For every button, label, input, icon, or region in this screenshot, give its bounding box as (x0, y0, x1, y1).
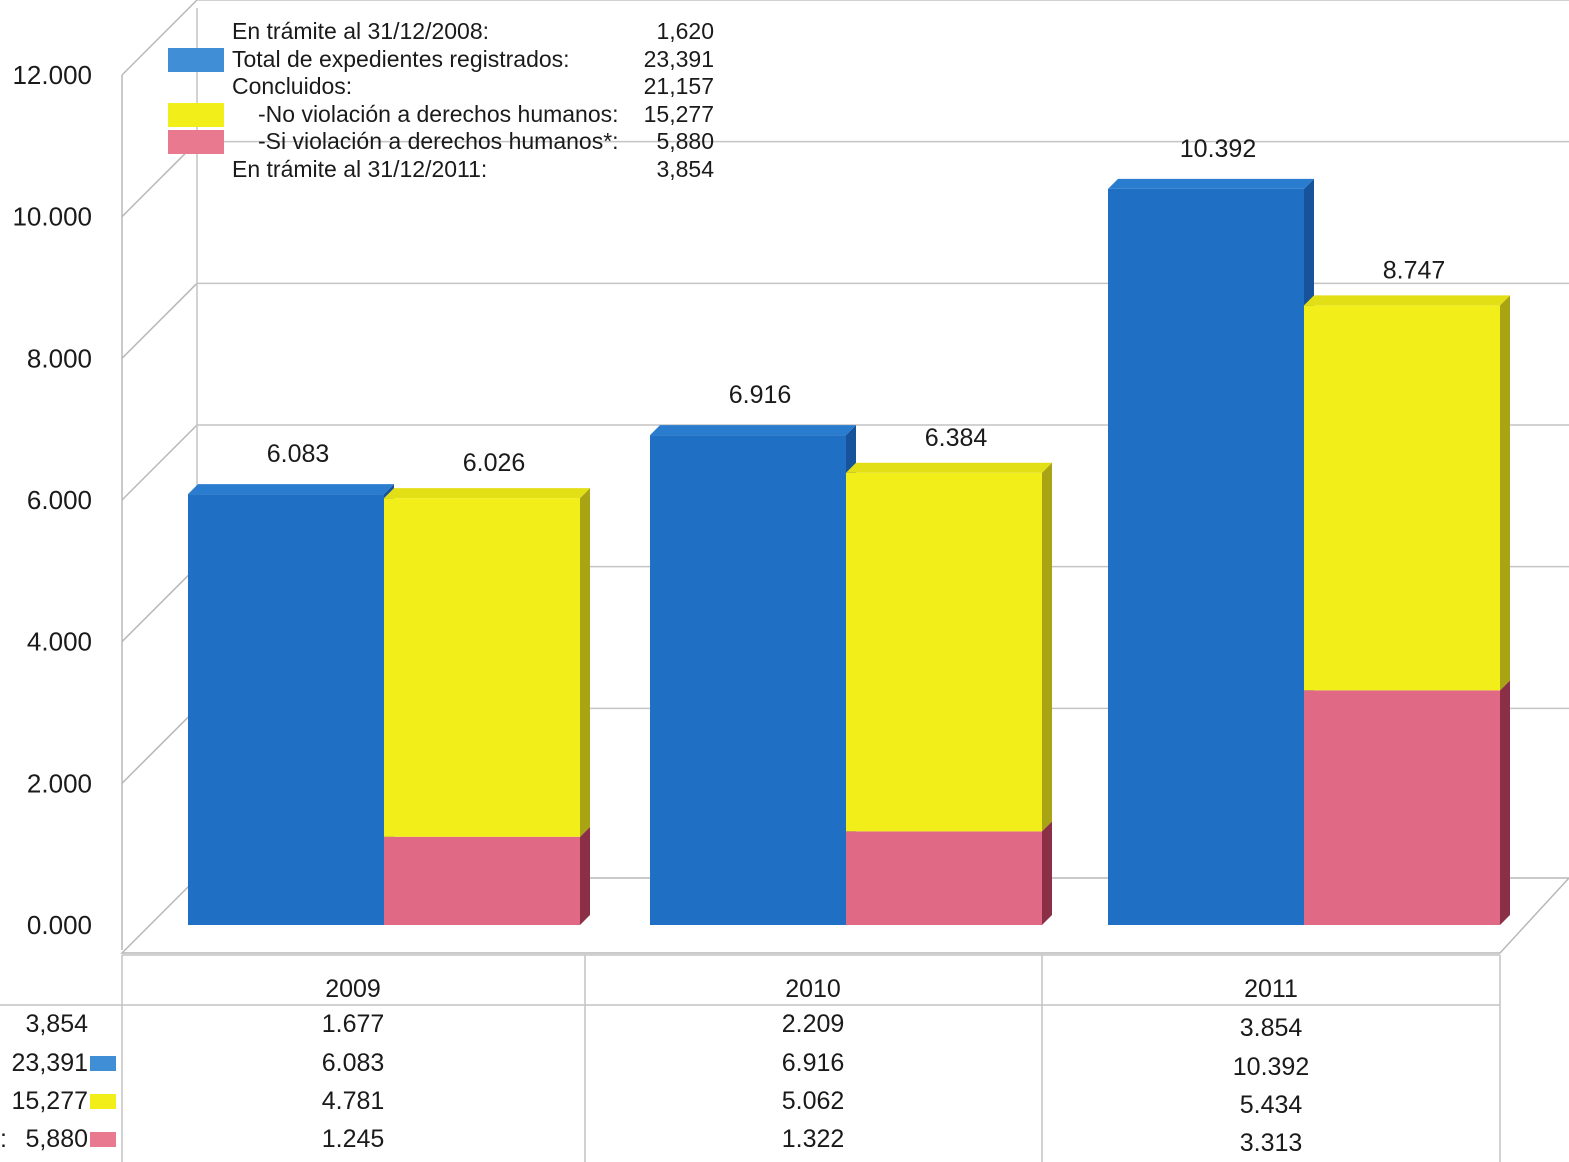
table-row-prefix: : (0, 1125, 7, 1153)
data-label-concluidos: 6.384 (925, 424, 988, 452)
table-cell: 1.245 (321, 1125, 385, 1153)
bar-no-violacion-2011 (1304, 305, 1500, 691)
data-label-total: 6.083 (267, 440, 330, 468)
y-tick-label: 8.000 (27, 343, 92, 373)
x-category-label: 2011 (1244, 975, 1298, 1003)
table-cell: 6.083 (321, 1049, 385, 1077)
legend-item: Concluidos: 21,157 (168, 73, 728, 101)
legend-value: 23,391 (643, 45, 714, 72)
legend-swatch (168, 47, 224, 72)
legend-label: -Si violación a derechos humanos*: (258, 128, 619, 154)
y-tick-label: 0.000 (27, 910, 92, 940)
chart-legend: En trámite al 31/12/2008: 1,620 Total de e… (168, 18, 728, 183)
y-tick-label: 4.000 (27, 627, 92, 657)
table-cell: 1.677 (321, 1010, 385, 1038)
bar-si-violacion-2009-side (580, 826, 590, 925)
table-row-label: 3,854 (25, 1010, 88, 1038)
bar-stack-2009-top (384, 488, 590, 499)
bar-si-violacion-2009 (384, 836, 580, 925)
gridline-side (121, 282, 198, 359)
legend-swatch (168, 102, 224, 127)
legend-label: Total de expedientes registrados: (232, 45, 570, 72)
bar-total-2009 (188, 494, 384, 925)
y-tick-label: 12.000 (12, 60, 92, 90)
bar-si-violacion-2011-side (1500, 680, 1510, 925)
gridline-side (121, 0, 198, 76)
bar-no-violacion-2009-side (580, 488, 590, 837)
table-cell: 3.854 (1239, 1014, 1303, 1042)
legend-value: 5,880 (656, 128, 714, 154)
gridline-side (121, 424, 198, 501)
legend-item: Total de expedientes registrados: 23,391 (168, 46, 728, 74)
bar-total-2011-top (1108, 178, 1314, 189)
table-row-swatch (90, 1132, 116, 1147)
legend-value: 15,277 (643, 100, 714, 127)
legend-value: 21,157 (643, 73, 714, 99)
legend-item: En trámite al 31/12/2011: 3,854 (168, 156, 728, 184)
data-label-concluidos: 8.747 (1383, 256, 1446, 284)
y-tick-label: 6.000 (27, 485, 92, 515)
table-row-label: 15,277 (11, 1087, 88, 1115)
bar-si-violacion-2010 (846, 831, 1042, 925)
legend-swatch (168, 130, 224, 154)
legend-value: 3,854 (656, 155, 714, 182)
data-label-total: 6.916 (729, 381, 792, 409)
bar-total-2010 (650, 435, 846, 925)
table-cell: 5.062 (781, 1087, 845, 1115)
bar-si-violacion-2011 (1304, 690, 1500, 925)
bar-si-violacion-2010-side (1042, 821, 1052, 925)
legend-item: En trámite al 31/12/2008: 1,620 (168, 18, 728, 46)
bar-stack-2010-top (846, 462, 1052, 473)
legend-label: Concluidos: (232, 73, 353, 99)
legend-item: -No violación a derechos humanos: 15,277 (168, 101, 728, 129)
legend-label: En trámite al 31/12/2011: (232, 155, 488, 182)
bar-total-2011 (1108, 188, 1304, 925)
table-cell: 2.209 (781, 1010, 845, 1038)
table-cell: 5.434 (1239, 1091, 1303, 1119)
table-row-swatch (90, 1056, 116, 1071)
bar-no-violacion-2010 (846, 472, 1042, 832)
data-label-total: 10.392 (1180, 135, 1256, 163)
gridline-side (121, 566, 198, 643)
bar-no-violacion-2009 (384, 498, 580, 837)
gridline-side (121, 141, 198, 218)
table-cell: 3.313 (1239, 1129, 1303, 1157)
legend-label: En trámite al 31/12/2008: (232, 18, 489, 44)
legend-item: -Si violación a derechos humanos*: 5,880 (168, 128, 728, 156)
y-tick-label: 10.000 (12, 202, 92, 232)
data-label-concluidos: 6.026 (463, 449, 526, 477)
bar-no-violacion-2011-side (1500, 295, 1510, 691)
table-row-label: 5,880 (25, 1125, 88, 1153)
chart-floor (120, 877, 1569, 954)
table-cell: 6.916 (781, 1049, 845, 1077)
bar-stack-2011-top (1304, 295, 1510, 306)
y-tick-label: 2.000 (27, 768, 92, 798)
legend-value: 1,620 (656, 18, 714, 44)
table-cell: 1.322 (781, 1125, 845, 1153)
bar-total-2009-top (188, 484, 394, 495)
table-row-label: 23,391 (11, 1049, 88, 1077)
bar-no-violacion-2010-side (1042, 462, 1052, 832)
bar-total-2010-top (650, 425, 856, 436)
x-category-label: 2009 (325, 975, 381, 1003)
x-category-label: 2010 (785, 975, 841, 1003)
gridline-side (121, 707, 198, 784)
table-cell: 10.392 (1232, 1053, 1310, 1081)
legend-label: -No violación a derechos humanos: (258, 100, 619, 127)
table-cell: 4.781 (321, 1087, 385, 1115)
table-row-swatch (90, 1094, 116, 1109)
